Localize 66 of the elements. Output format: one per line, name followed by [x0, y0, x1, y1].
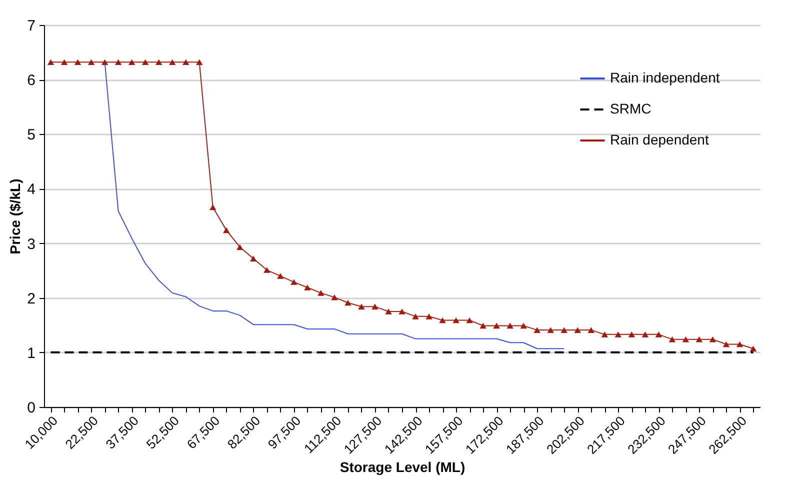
- x-axis-title: Storage Level (ML): [340, 458, 466, 475]
- point: [290, 279, 298, 285]
- y-tick-label: 1: [27, 344, 36, 362]
- point: [506, 322, 514, 329]
- point: [628, 332, 636, 338]
- point: [223, 227, 230, 234]
- y-tick-label: 6: [27, 72, 36, 90]
- point: [534, 327, 540, 333]
- point: [750, 346, 757, 352]
- point: [155, 59, 162, 66]
- y-tick-label: 4: [27, 181, 36, 198]
- point: [452, 317, 460, 324]
- point: [426, 314, 432, 320]
- point: [114, 59, 122, 66]
- point: [128, 59, 136, 66]
- point: [560, 327, 568, 333]
- point: [412, 314, 419, 320]
- point: [385, 308, 392, 314]
- point: [264, 267, 270, 273]
- point: [182, 59, 190, 66]
- point: [372, 304, 378, 310]
- point: [47, 59, 54, 66]
- point: [466, 317, 473, 324]
- point: [439, 317, 446, 324]
- point: [88, 59, 95, 66]
- point: [304, 284, 311, 290]
- point: [250, 256, 257, 262]
- point: [709, 336, 716, 342]
- point: [493, 322, 500, 329]
- point: [642, 332, 649, 338]
- point: [277, 273, 284, 279]
- point: [344, 300, 352, 306]
- y-tick-label: 2: [27, 290, 36, 308]
- point: [480, 322, 486, 329]
- point: [722, 341, 730, 348]
- point: [574, 327, 581, 333]
- point: [210, 204, 216, 210]
- point: [318, 290, 324, 296]
- point: [196, 59, 203, 66]
- point: [601, 332, 608, 338]
- point: [588, 327, 594, 333]
- point: [60, 59, 68, 66]
- point: [614, 332, 622, 338]
- point: [696, 336, 703, 342]
- point: [74, 59, 82, 66]
- y-tick-label: 5: [27, 126, 36, 144]
- y-tick-label: 0: [27, 400, 36, 416]
- point: [331, 294, 338, 300]
- point: [682, 336, 690, 342]
- point: [668, 336, 676, 342]
- y-axis-title: Price ($/kL): [7, 178, 24, 254]
- legend-label: SRMC: [610, 100, 652, 116]
- legend-label: Rain independent: [610, 70, 720, 86]
- point: [168, 59, 176, 66]
- point: [101, 59, 108, 66]
- point: [520, 322, 527, 329]
- point: [398, 308, 406, 314]
- point: [142, 59, 149, 66]
- point: [236, 244, 244, 250]
- y-tick-label: 7: [27, 18, 36, 34]
- point: [736, 341, 744, 348]
- point: [547, 327, 554, 333]
- legend-label: Rain dependent: [610, 132, 709, 148]
- y-tick-label: 3: [27, 236, 36, 253]
- point: [358, 304, 365, 310]
- point: [655, 332, 662, 338]
